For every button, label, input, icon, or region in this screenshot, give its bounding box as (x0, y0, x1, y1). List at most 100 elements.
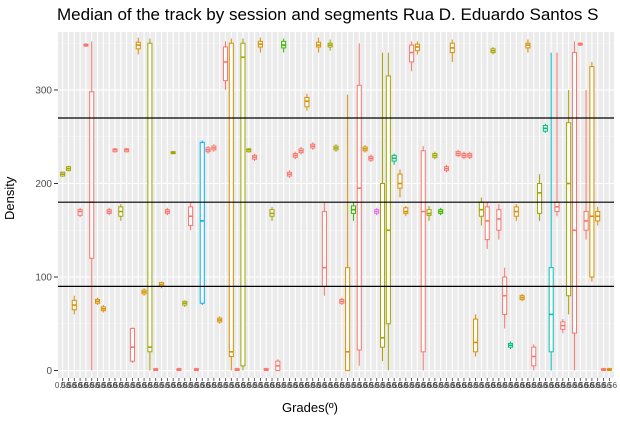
x-tick-label: 0.56 (218, 381, 234, 390)
boxplot-2 (65, 165, 72, 172)
boxplot-64 (426, 205, 432, 221)
boxplot-67 (443, 164, 450, 173)
x-tick-label: 0.56 (439, 381, 455, 390)
boxplot-86 (554, 52, 560, 217)
x-tick-label: 0.56 (311, 381, 327, 390)
x-tick-label: 0.56 (299, 381, 315, 390)
x-tick-label: 0.56 (142, 381, 158, 390)
x-tick-label: 0.56 (363, 381, 379, 390)
x-tick-label: 0.56 (491, 381, 507, 390)
x-tick-label: 0.56 (375, 381, 391, 390)
x-tick-label: 0.56 (334, 381, 350, 390)
boxplot-13 (129, 327, 135, 364)
box (420, 150, 426, 353)
x-tick-label: 0.56 (293, 381, 309, 390)
boxplot-23 (188, 202, 194, 231)
box (89, 91, 95, 259)
boxplot-60 (403, 205, 409, 217)
boxplot-50 (345, 94, 351, 372)
boxplot-9 (106, 207, 112, 216)
x-tick-label: 0.56 (509, 381, 525, 390)
x-tick-label: 0.56 (253, 381, 269, 390)
x-tick-label: 0.56 (369, 381, 385, 390)
x-tick-label: 0.56 (206, 381, 222, 390)
boxplot-91 (583, 89, 589, 240)
boxplot-12 (124, 147, 130, 153)
x-tick-label: 0.56 (526, 381, 542, 390)
x-tick-label: 0.56 (270, 381, 286, 390)
boxplot-68 (449, 39, 455, 62)
boxplot-37 (269, 206, 275, 221)
x-tick-label: 0.56 (427, 381, 443, 390)
y-tick-label: 200 (35, 179, 52, 190)
x-tick-label: 0.56 (247, 381, 263, 390)
x-tick-label: 0.56 (107, 381, 123, 390)
x-tick-label: 0.56 (590, 381, 606, 390)
x-tick-label: 0.56 (450, 381, 466, 390)
x-tick-label: 0.56 (78, 381, 94, 390)
x-tick-label: 0.56 (351, 381, 367, 390)
boxplot-7 (95, 297, 101, 306)
x-tick-label: 0.56 (357, 381, 373, 390)
x-tick-label: 0.56 (276, 381, 292, 390)
x-tick-label: 0.56 (287, 381, 303, 390)
x-tick-label: 0.56 (596, 381, 612, 390)
boxplot-55 (374, 207, 380, 216)
x-tick-label: 0.56 (445, 381, 461, 390)
boxplot-3 (71, 295, 77, 315)
boxplot-94 (600, 367, 607, 372)
box (409, 44, 415, 63)
boxplot-63 (420, 146, 426, 371)
boxplot-38 (275, 359, 281, 372)
boxplot-35 (257, 37, 263, 53)
x-tick-label: 0.56 (258, 381, 274, 390)
boxplot-92 (589, 61, 595, 282)
boxplot-57 (385, 52, 391, 371)
box (199, 141, 205, 304)
boxplot-27 (211, 144, 217, 152)
x-tick-label: 0.56 (305, 381, 321, 390)
box (537, 182, 543, 214)
x-tick-label: 0.56 (61, 381, 77, 390)
x-tick-label: 0.56 (148, 381, 164, 390)
x-tick-label: 0.56 (538, 381, 554, 390)
x-tick-label: 0.56 (96, 381, 112, 390)
x-tick-label: 0.56 (392, 381, 408, 390)
box (77, 209, 83, 216)
x-tick-label: 0.56 (485, 381, 501, 390)
boxplot-77 (502, 267, 508, 329)
boxplot-48 (333, 144, 339, 152)
box (228, 42, 234, 357)
boxplot-90 (577, 42, 583, 47)
x-tick-label: 0.56 (474, 381, 490, 390)
x-tick-label: 0.56 (317, 381, 333, 390)
box (484, 206, 490, 241)
boxplot-53 (362, 145, 368, 153)
reference-lines (58, 117, 614, 287)
boxplot-95 (606, 367, 612, 372)
axes: 01002003000.560.560.560.560.560.560.560.… (35, 85, 617, 390)
x-tick-label: 0.56 (328, 381, 344, 390)
x-tick-label: 0.56 (479, 381, 495, 390)
boxplot-36 (263, 367, 269, 372)
x-tick-label: 0.56 (584, 381, 600, 390)
boxplot-5 (83, 43, 89, 47)
x-tick-label: 0.56 (130, 381, 146, 390)
boxplot-62 (414, 41, 420, 55)
x-tick-label: 0.56 (165, 381, 181, 390)
x-tick-label: 0.56 (125, 381, 141, 390)
x-tick-label: 0.56 (497, 381, 513, 390)
x-tick-label: 0.56 (346, 381, 362, 390)
x-tick-label: 0.56 (602, 381, 618, 390)
boxplot-32 (240, 38, 246, 371)
box (304, 96, 310, 108)
x-tick-label: 0.56 (194, 381, 210, 390)
boxplot-8 (100, 305, 106, 313)
boxplot-4 (77, 207, 83, 218)
boxplot-79 (513, 204, 519, 221)
x-tick-label: 0.56 (468, 381, 484, 390)
boxplot-72 (473, 314, 479, 357)
x-tick-label: 0.56 (235, 381, 251, 390)
boxplot-75 (490, 46, 496, 55)
x-tick-label: 0.56 (514, 381, 530, 390)
